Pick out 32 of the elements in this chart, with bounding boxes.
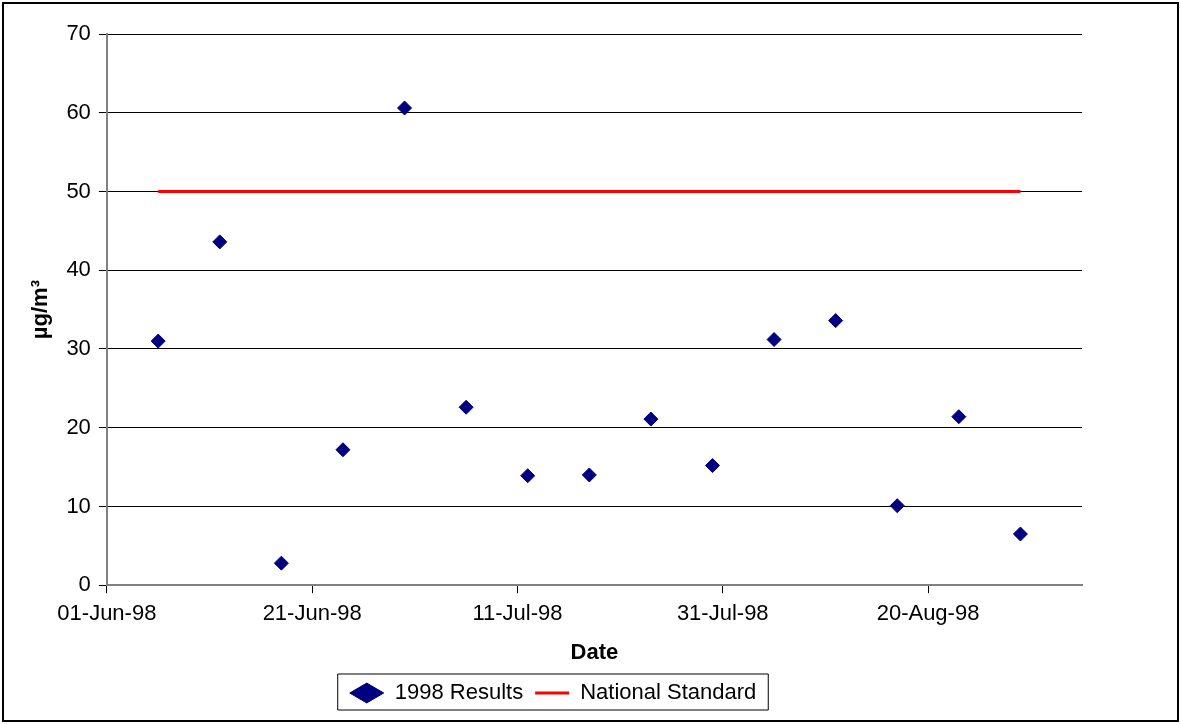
y-tick-label: 30 — [66, 335, 91, 361]
point — [273, 555, 289, 571]
y-tick-label: 40 — [66, 256, 91, 282]
x-tick-label: 11-Jul-98 — [472, 600, 563, 626]
point — [643, 411, 659, 427]
point — [828, 313, 844, 329]
legend-label: 1998 Results — [394, 679, 524, 705]
point — [581, 467, 597, 483]
point — [212, 234, 228, 250]
y-tick-label: 0 — [78, 571, 91, 597]
point — [520, 468, 536, 484]
point — [335, 442, 351, 458]
y-tick-label: 10 — [66, 492, 91, 518]
point — [397, 100, 413, 116]
point — [1012, 526, 1028, 542]
y-tick-label: 60 — [66, 98, 91, 124]
x-axis-title: Date — [570, 638, 619, 664]
point — [766, 332, 782, 348]
x-tick-label: 31-Jul-98 — [676, 600, 769, 626]
point — [704, 458, 720, 474]
point — [889, 498, 905, 514]
y-tick-label: 50 — [66, 177, 91, 203]
x-tick-label: 21-Jun-98 — [262, 600, 362, 626]
point — [150, 333, 166, 349]
y-axis-title: µg/m³ — [27, 280, 53, 340]
y-tick-label: 70 — [66, 20, 91, 46]
y-tick-label: 20 — [66, 413, 91, 439]
point — [458, 399, 474, 415]
x-tick-label: 01-Jun-98 — [57, 600, 157, 626]
legend-label: National Standard — [580, 679, 757, 705]
point — [951, 409, 967, 425]
x-tick-label: 20-Aug-98 — [876, 600, 980, 626]
